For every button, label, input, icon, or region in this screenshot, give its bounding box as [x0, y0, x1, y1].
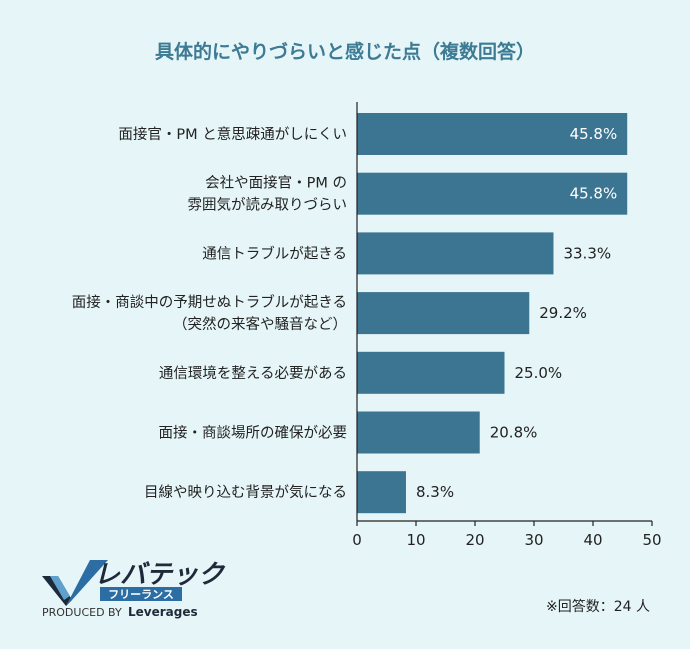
x-tick-label: 30: [524, 531, 543, 549]
data-label: 45.8%: [570, 185, 618, 203]
data-label: 33.3%: [563, 244, 611, 262]
levtech-freelance-logo: レバテック フリーランス PRODUCED BY Leverages: [42, 560, 226, 619]
category-label: 面接・商談場所の確保が必要: [159, 425, 348, 442]
category-label: 面接・商談中の予期せぬトラブルが起きる: [72, 293, 347, 311]
category-label: 雰囲気が読み取りづらい: [188, 197, 348, 214]
bars-layer: 45.8% 45.8% 33.3% 29.2% 25.0% 20.8% 8.3%: [357, 113, 628, 514]
bar: [357, 113, 628, 155]
produced-by-text: PRODUCED BY: [42, 606, 122, 619]
x-tick-label: 50: [642, 531, 661, 549]
bar: [357, 292, 530, 335]
data-label: 20.8%: [490, 424, 538, 442]
x-tick-label: 0: [352, 531, 362, 549]
logo-sub-band: [100, 587, 182, 601]
category-label: 面接官・PM と意思疎通がしにくい: [118, 125, 347, 143]
data-label: 45.8%: [570, 125, 618, 143]
category-label: 会社や面接官・PM の: [205, 175, 347, 192]
bar: [357, 471, 406, 514]
x-axis: 0 10 20 30 40 50: [352, 102, 662, 549]
category-label: 通信環境を整える必要がある: [159, 364, 347, 382]
check-mark-icon: [42, 560, 108, 606]
data-label: 29.2%: [539, 304, 587, 322]
x-tick-label: 40: [583, 531, 602, 549]
category-label: 目線や映り込む背景が気になる: [144, 484, 347, 501]
logo-name: レバテック: [94, 560, 226, 590]
x-tick-label: 20: [465, 531, 484, 549]
bar: [357, 172, 628, 215]
response-count-note: ※回答数：24 人: [546, 598, 650, 615]
chart-title: 具体的にやりづらいと感じた点（複数回答）: [155, 40, 535, 63]
category-label: 通信トラブルが起きる: [202, 244, 347, 262]
x-tick-label: 10: [406, 531, 425, 549]
data-label: 8.3%: [416, 483, 454, 501]
data-label: 25.0%: [515, 364, 563, 382]
logo-sub: フリーランス: [108, 588, 174, 601]
bar: [357, 411, 480, 454]
bar: [357, 232, 554, 275]
category-label: （突然の来客や騒音など）: [173, 316, 347, 333]
bar: [357, 351, 505, 394]
brand-name: Leverages: [128, 605, 198, 619]
